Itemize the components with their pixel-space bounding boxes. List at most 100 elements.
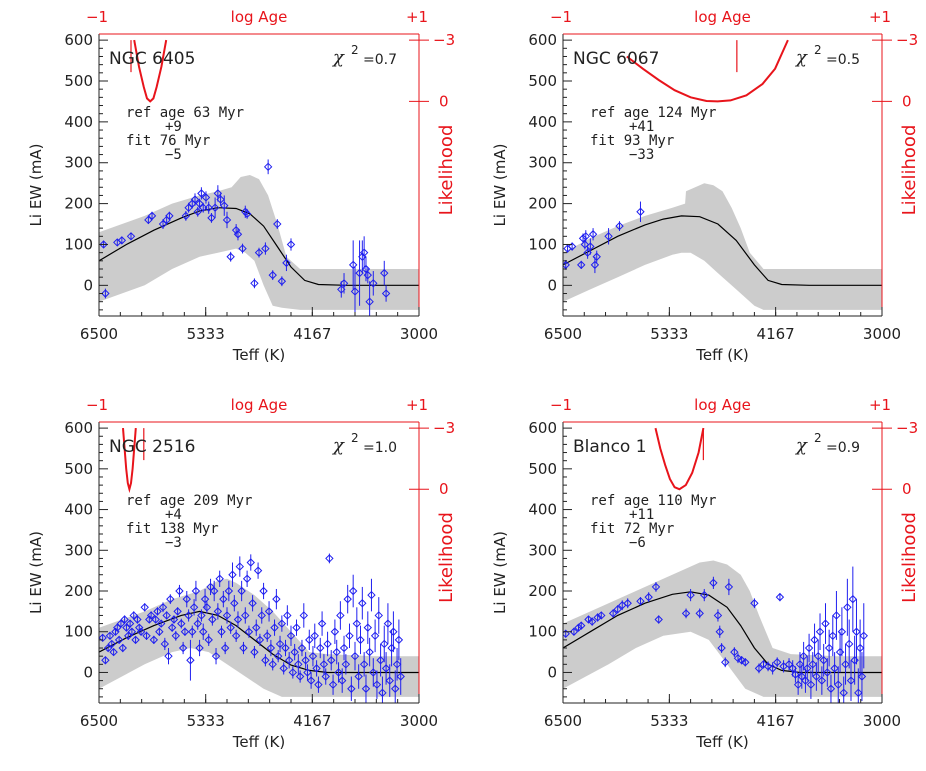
diamond-marker: [233, 230, 243, 239]
data-point: [380, 260, 389, 286]
x-tick-label: 5333: [187, 325, 225, 343]
diamond-marker: [369, 279, 378, 288]
diamond-marker: [297, 643, 307, 653]
x-tick-label: 3000: [400, 712, 438, 730]
diamond-marker: [241, 611, 250, 620]
diamond-marker: [848, 594, 858, 604]
data-point: [155, 627, 164, 636]
data-point: [713, 609, 723, 622]
right-tick-label: −3: [433, 419, 455, 437]
data-point: [226, 621, 235, 634]
diamond-marker: [372, 680, 382, 689]
data-point: [233, 228, 243, 241]
x-tick-label: 4167: [757, 325, 795, 343]
data-point: [261, 242, 270, 255]
right-axis-title: Likelihood: [899, 125, 920, 216]
data-point: [182, 591, 191, 608]
data-point: [133, 615, 142, 624]
data-point: [242, 570, 252, 587]
diamond-marker: [306, 676, 316, 685]
diamond-marker: [380, 639, 389, 649]
cluster-name: NGC 6067: [573, 49, 659, 69]
diamond-marker: [817, 676, 827, 685]
y-tick-label: 200: [528, 195, 557, 213]
x-tick-label: 4167: [293, 325, 331, 343]
data-point: [317, 611, 327, 636]
fit-error-plus: +9: [165, 119, 182, 135]
data-point: [819, 643, 828, 677]
data-point: [252, 619, 261, 636]
fit-age-label: fit 72 Myr: [590, 521, 674, 537]
diamond-marker: [242, 574, 252, 583]
data-point: [189, 599, 199, 616]
data-point: [160, 637, 170, 651]
diamond-marker: [282, 258, 291, 268]
diamond-marker: [804, 643, 814, 653]
top-tick-left: −1: [86, 8, 108, 26]
data-point: [316, 637, 325, 659]
data-point: [195, 639, 204, 657]
data-point: [380, 625, 389, 663]
diamond-marker: [730, 647, 739, 657]
top-tick-right: +1: [869, 396, 891, 414]
diamond-marker: [252, 623, 261, 632]
diamond-marker: [348, 586, 358, 596]
data-point: [120, 615, 129, 624]
diamond-marker: [815, 627, 825, 636]
data-point: [654, 615, 663, 624]
diamond-marker: [584, 615, 593, 624]
fit-error-plus: +41: [629, 119, 654, 135]
diamond-marker: [158, 219, 168, 229]
x-tick-label: 3000: [863, 712, 901, 730]
diamond-marker: [623, 599, 632, 608]
data-point: [213, 603, 223, 620]
diamond-marker: [365, 647, 374, 657]
data-point: [103, 643, 113, 653]
diamond-marker: [369, 668, 378, 677]
y-tick-label: 600: [528, 419, 557, 437]
right-axis-title: Likelihood: [436, 512, 457, 603]
diamond-marker: [250, 279, 259, 288]
data-point: [188, 625, 197, 638]
diamond-marker: [173, 607, 182, 616]
diamond-marker: [220, 643, 230, 653]
diamond-marker: [823, 668, 832, 677]
data-point: [255, 633, 265, 646]
chi-superscript: 2: [351, 431, 359, 445]
data-point: [235, 556, 245, 577]
diamond-marker: [254, 248, 264, 257]
diamond-marker: [361, 264, 371, 274]
diamond-marker: [363, 270, 373, 280]
data-point: [158, 219, 168, 229]
diamond-marker: [189, 603, 199, 612]
data-point: [231, 629, 241, 642]
data-point: [569, 627, 579, 636]
diamond-marker: [113, 623, 122, 632]
diamond-marker: [266, 643, 276, 653]
model-envelope: [99, 175, 419, 310]
data-point: [850, 635, 859, 685]
right-tick-label: 0: [439, 92, 449, 110]
data-point: [812, 662, 821, 691]
data-point: [201, 191, 211, 204]
data-point: [644, 592, 653, 603]
data-point: [165, 211, 174, 221]
diamond-marker: [784, 660, 794, 669]
diamond-marker: [359, 248, 369, 257]
ref-age-label: ref age 110 Myr: [590, 493, 716, 509]
diamond-marker: [231, 631, 241, 641]
diamond-marker: [235, 562, 245, 571]
diamond-marker: [321, 672, 330, 681]
y-tick-label: 100: [528, 623, 557, 641]
diamond-marker: [855, 643, 865, 653]
data-point: [222, 211, 232, 229]
diamond-marker: [644, 592, 653, 602]
diamond-marker: [365, 297, 374, 306]
y-tick-label: 600: [64, 31, 93, 49]
diamond-marker: [350, 651, 360, 661]
diamond-marker: [741, 658, 750, 667]
x-axis-title: Teff (K): [232, 733, 286, 751]
fit-age-label: fit 76 Myr: [126, 133, 210, 149]
chi2-value: =0.5: [826, 52, 860, 68]
diamond-marker: [162, 611, 171, 620]
